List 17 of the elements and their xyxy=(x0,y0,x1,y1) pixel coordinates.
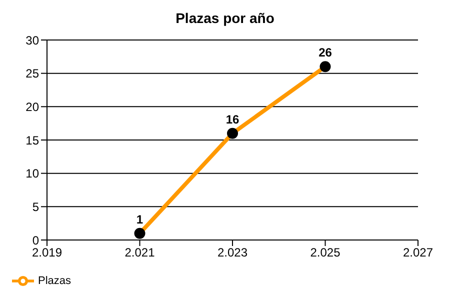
x-tick-label: 2.021 xyxy=(124,246,156,260)
x-tick-label: 2.025 xyxy=(310,246,341,260)
legend-label: Plazas xyxy=(38,274,72,287)
y-tick-label: 20 xyxy=(26,100,40,114)
chart-title: Plazas por año xyxy=(174,10,276,26)
x-tick-label: 2.019 xyxy=(32,246,62,260)
data-label: 26 xyxy=(318,46,332,60)
x-tick-label: 2.027 xyxy=(402,246,434,260)
data-label: 1 xyxy=(136,212,144,226)
y-tick-label: 10 xyxy=(26,166,40,181)
x-tick-label: 2.023 xyxy=(217,246,248,260)
y-tick-label: 5 xyxy=(32,200,40,214)
y-tick-label: 30 xyxy=(26,33,40,48)
y-tick-label: 0 xyxy=(32,233,40,248)
y-tick-label: 25 xyxy=(26,66,40,81)
data-label: 16 xyxy=(226,112,240,126)
y-tick-label: 15 xyxy=(26,133,40,148)
